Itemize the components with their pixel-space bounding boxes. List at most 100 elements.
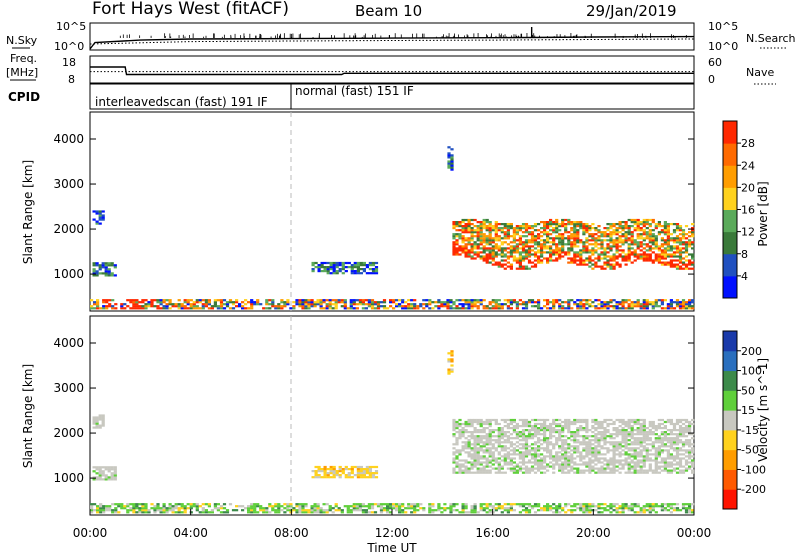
heat-cell <box>663 435 667 438</box>
heat-cell <box>304 299 308 302</box>
heat-cell <box>96 509 100 512</box>
heat-cell <box>648 433 652 436</box>
heat-cell <box>491 259 495 262</box>
heat-cell <box>639 439 643 442</box>
heat-cell <box>512 449 516 452</box>
heat-cell <box>555 437 559 440</box>
heat-cell <box>576 420 580 424</box>
heat-cell <box>669 447 673 450</box>
heat-cell <box>311 264 315 267</box>
heat-cell <box>329 266 333 269</box>
heat-cell <box>491 301 495 304</box>
heat-cell <box>491 239 495 242</box>
heat-cell <box>422 307 426 310</box>
heat-cell <box>558 505 562 508</box>
heat-cell <box>395 505 399 508</box>
heat-cell <box>530 467 535 470</box>
heat-cell <box>639 443 643 446</box>
heat-cell <box>503 247 507 250</box>
heat-cell <box>633 455 637 458</box>
heat-cell <box>524 503 529 506</box>
heat-cell <box>479 255 483 258</box>
heat-cell <box>688 449 692 452</box>
heat-cell <box>630 467 634 470</box>
heat-cell <box>576 303 580 306</box>
heat-cell <box>452 245 456 248</box>
heat-cell <box>159 509 163 512</box>
heat-cell <box>113 266 117 269</box>
heat-cell <box>639 307 643 310</box>
heat-cell <box>455 443 459 446</box>
heat-cell <box>350 472 354 475</box>
heat-cell <box>642 231 646 234</box>
heat-cell <box>636 243 640 246</box>
heat-cell <box>582 437 586 440</box>
heat-cell <box>684 249 689 252</box>
heat-cell <box>95 422 99 425</box>
heat-cell <box>455 449 459 452</box>
heat-cell <box>428 511 432 514</box>
heat-cell <box>365 468 369 471</box>
heat-cell <box>307 307 311 310</box>
heat-cell <box>485 418 489 422</box>
heat-cell <box>666 455 670 458</box>
heat-cell <box>573 433 577 436</box>
heat-cell <box>407 307 411 310</box>
heat-cell <box>452 457 456 460</box>
heat-cell <box>521 303 526 306</box>
heat-cell <box>301 509 305 512</box>
heat-cell <box>678 255 683 258</box>
heat-cell <box>344 270 348 273</box>
heat-cell <box>603 307 607 310</box>
heat-cell <box>546 439 550 442</box>
heat-cell <box>639 422 643 426</box>
heat-cell <box>159 511 163 514</box>
heat-cell <box>96 305 100 308</box>
heat-cell <box>319 307 323 310</box>
heat-cell <box>639 257 643 260</box>
heat-cell <box>591 503 595 506</box>
heat-cell <box>189 503 193 506</box>
heat-cell <box>645 233 649 236</box>
heat-cell <box>691 449 695 452</box>
heat-cell <box>213 503 217 506</box>
heat-cell <box>663 233 667 236</box>
heat-cell <box>524 243 529 246</box>
heat-cell <box>549 433 553 436</box>
heat-cell <box>558 251 562 254</box>
heat-cell <box>582 420 586 424</box>
heat-cell <box>503 231 507 234</box>
heat-cell <box>603 235 607 238</box>
colorbar-tick-label: -50 <box>741 444 759 457</box>
heat-cell <box>449 509 453 512</box>
heat-cell <box>663 457 667 460</box>
heat-cell <box>530 235 535 238</box>
heat-cell <box>555 443 559 446</box>
heat-cell <box>447 164 451 167</box>
heat-cell <box>440 511 444 514</box>
heat-cell <box>594 445 598 448</box>
heat-cell <box>582 299 586 302</box>
heat-cell <box>573 457 577 460</box>
heat-cell <box>669 420 673 424</box>
heat-cell <box>675 259 680 262</box>
heat-cell <box>323 474 327 477</box>
heat-cell <box>582 505 586 508</box>
heat-cell <box>386 307 390 310</box>
heat-cell <box>591 247 595 250</box>
heat-cell <box>555 509 559 512</box>
heat-cell <box>313 303 317 306</box>
heat-cell <box>546 449 550 452</box>
heat-cell <box>479 303 483 306</box>
heat-cell <box>624 471 628 474</box>
heat-cell <box>494 418 498 422</box>
heat-cell <box>156 509 160 512</box>
heat-cell <box>636 459 640 462</box>
heat-cell <box>491 263 495 266</box>
heat-cell <box>645 218 649 222</box>
heat-cell <box>618 227 622 230</box>
heat-cell <box>476 247 480 250</box>
heat-cell <box>612 225 616 228</box>
heat-cell <box>488 451 492 454</box>
heat-cell <box>639 223 643 226</box>
